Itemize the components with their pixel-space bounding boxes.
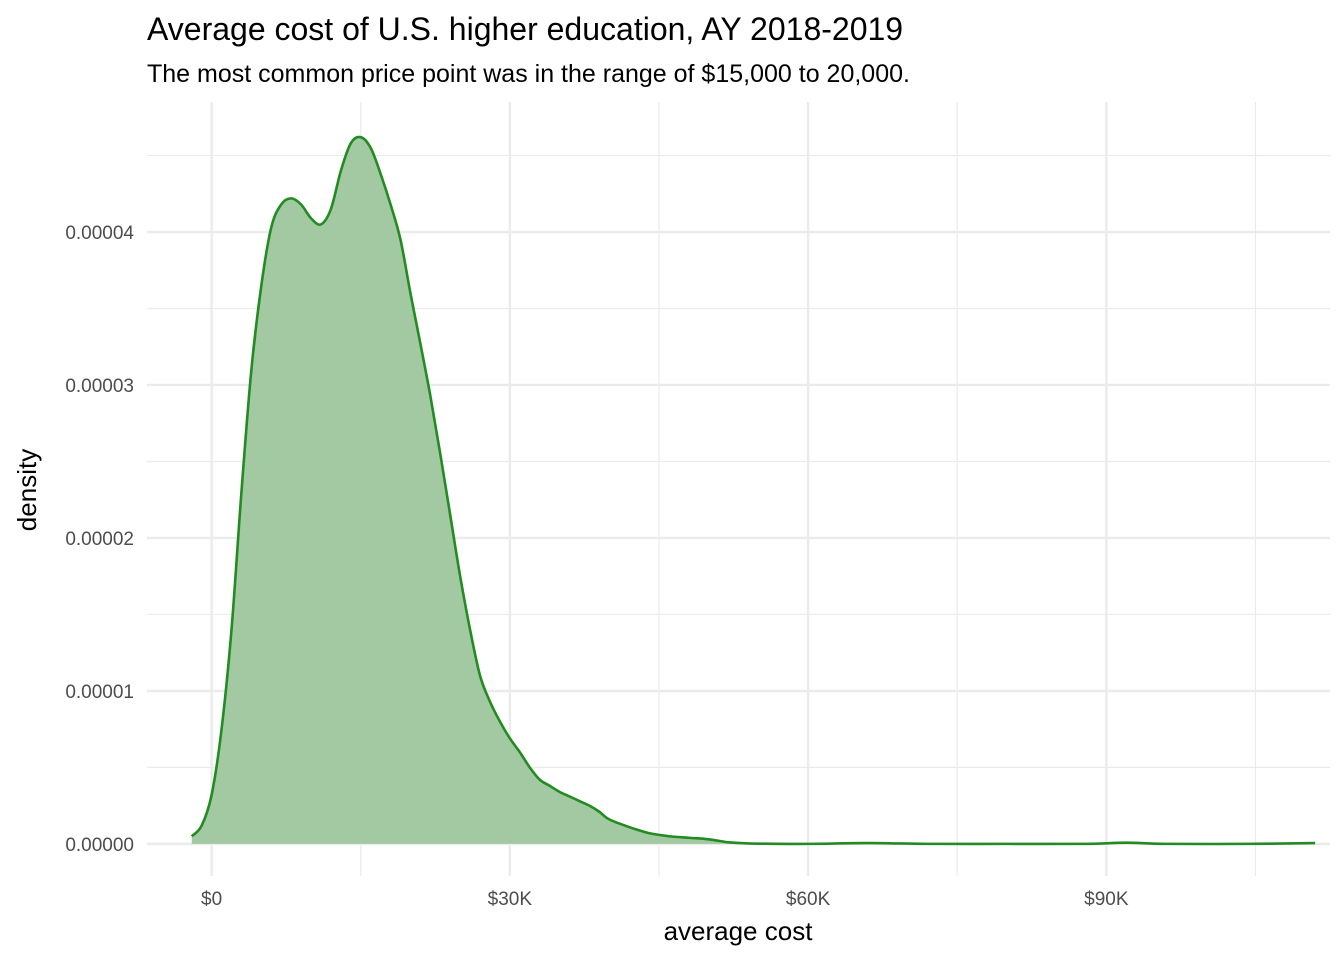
x-tick-label: $30K xyxy=(488,889,533,910)
y-axis-tick-labels: 0.00000 0.00001 0.00002 0.00003 0.00004 xyxy=(65,223,134,856)
x-tick-label: $60K xyxy=(786,889,831,910)
chart-title: Average cost of U.S. higher education, A… xyxy=(147,11,904,47)
density-area xyxy=(191,136,1316,845)
y-tick-label: 0.00001 xyxy=(65,682,134,703)
y-axis-title: density xyxy=(12,449,42,531)
y-tick-label: 0.00003 xyxy=(65,376,134,397)
x-axis-title: average cost xyxy=(664,916,814,946)
x-axis-tick-labels: $0 $30K $60K $90K xyxy=(201,889,1129,910)
y-tick-label: 0.00000 xyxy=(65,835,134,856)
x-tick-label: $0 xyxy=(201,889,222,910)
density-line xyxy=(190,135,1316,846)
x-tick-label: $90K xyxy=(1084,889,1129,910)
y-tick-label: 0.00004 xyxy=(65,223,134,244)
chart-subtitle: The most common price point was in the r… xyxy=(147,60,910,88)
y-tick-label: 0.00002 xyxy=(65,529,134,550)
